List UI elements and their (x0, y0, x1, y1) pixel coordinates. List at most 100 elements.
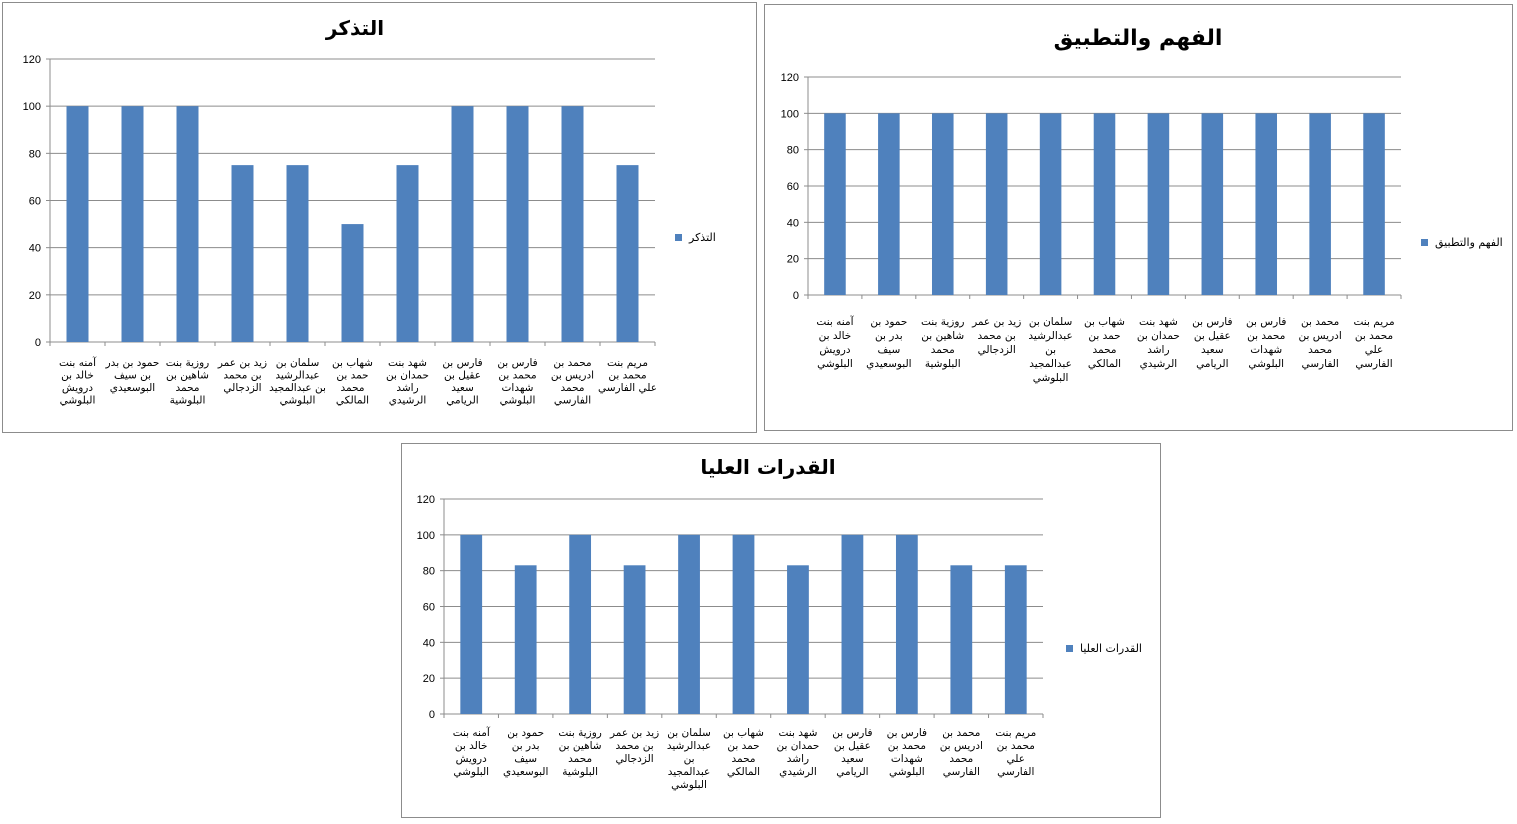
category-label: روزية بنت شاهين بن محمد البلوشية (166, 357, 210, 407)
category-label: شهد بنت حمدان بن راشد الرشيدي (1137, 316, 1180, 370)
category-label: حمود بن بدر بن سيف البوسعيدي (866, 316, 911, 370)
bar (341, 224, 364, 342)
category-label: محمد بن ادريس بن محمد الفارسي (551, 357, 594, 407)
chart-panel-higher-abilities: القدرات العليا 0 20 40 60 80 100 120 آمنه بنت خال… (401, 443, 1161, 818)
legend-label: التذكر (688, 231, 716, 244)
y-tick-label: 80 (423, 566, 435, 578)
y-tick-label: 0 (793, 290, 799, 302)
y-tick-label: 80 (29, 148, 41, 160)
category-label: مريم بنت محمد بن علي الفارسي (598, 357, 657, 394)
category-label: شهاب بن حمد بن محمد المالكي (332, 357, 373, 407)
bar (895, 534, 918, 714)
y-tick-label: 20 (423, 673, 435, 685)
y-tick-label: 20 (787, 254, 799, 266)
bar (396, 165, 419, 342)
bar (841, 534, 864, 714)
bar (950, 565, 973, 714)
bar (616, 165, 639, 342)
category-label: شهد بنت حمدان بن راشد الرشيدي (776, 727, 819, 778)
legend-label: القدرات العليا (1080, 642, 1142, 655)
bar (1093, 113, 1116, 295)
bar (66, 106, 89, 343)
y-tick-label: 80 (787, 145, 799, 157)
category-label: آمنه بنت خالد بن درويش البلوشي (816, 315, 854, 370)
category-label: مريم بنت محمد بن علي الفارسي (1354, 316, 1395, 370)
legend-swatch (1421, 239, 1428, 246)
y-tick-label: 40 (29, 243, 41, 255)
category-label: آمنه بنت خالد بن درويش البلوشي (59, 356, 97, 407)
y-tick-label: 100 (417, 530, 435, 542)
y-tick-label: 60 (29, 196, 41, 208)
bar (460, 534, 483, 714)
category-label: روزية بنت شاهين بن محمد البلوشية (558, 727, 602, 778)
y-tick-label: 120 (23, 54, 41, 66)
y-tick-label: 20 (29, 290, 41, 302)
chart-title: القدرات العليا (700, 455, 835, 479)
category-label: زيد بن عمر بن محمد الزدجالي (609, 727, 659, 765)
bar (231, 165, 254, 342)
bar (623, 565, 646, 714)
category-label: فارس بن عقيل بن سعيد الريامي (442, 357, 482, 407)
chart-title: التذكر (325, 16, 384, 40)
category-label: شهاب بن حمد بن محمد المالكي (1084, 316, 1125, 370)
bar (514, 565, 537, 714)
y-tick-label: 40 (423, 637, 435, 649)
y-tick-label: 100 (23, 101, 41, 113)
category-label: محمد بن ادريس بن محمد الفارسي (1299, 316, 1342, 370)
category-label: روزية بنت شاهين بن محمد البلوشية (921, 316, 965, 370)
bar (1363, 113, 1385, 295)
category-label: فارس بن محمد بن شهدات البلوشي (1246, 316, 1286, 370)
bar (1147, 113, 1170, 295)
bar (569, 534, 592, 714)
chart-higher-abilities: القدرات العليا 0 20 40 60 80 100 120 آمنه بنت خال… (417, 455, 1142, 791)
category-label: حمود بن بدر بن سيف البوسعيدي (503, 727, 548, 778)
category-label: زيد بن عمر بن محمد الزدجالي (217, 357, 267, 394)
bar (985, 113, 1008, 295)
chart-remembering: التذكر 0 20 40 60 80 100 120 آمنه بنت خالد بن دروي… (23, 16, 716, 407)
bar (878, 113, 900, 295)
category-label: فارس بن عقيل بن سعيد الريامي (1192, 316, 1232, 370)
bar (1255, 113, 1278, 295)
bar (678, 534, 700, 714)
bar (1201, 113, 1224, 295)
category-label: سلمان بن عبدالرشيد بن عبدالمجيد البلوشي (667, 727, 711, 791)
bar (176, 106, 199, 343)
category-label: مريم بنت محمد بن علي الفارسي (995, 727, 1036, 778)
chart-panel-understanding: الفهم والتطبيق 0 20 40 60 80 100 120 آمنه بنت خال… (764, 4, 1513, 431)
category-label: فارس بن عقيل بن سعيد الريامي (832, 727, 872, 778)
bar (931, 113, 954, 295)
bar (787, 565, 809, 714)
category-label: سلمان بن عبدالرشيد بن عبدالمجيد البلوشي (269, 357, 326, 407)
category-label: سلمان بن عبدالرشيد بن عبدالمجيد البلوشي (1028, 316, 1072, 384)
legend-label: الفهم والتطبيق (1435, 236, 1503, 250)
bar (824, 113, 846, 295)
y-tick-label: 40 (787, 217, 799, 229)
chart-understanding: الفهم والتطبيق 0 20 40 60 80 100 120 آمنه بنت خال… (781, 26, 1503, 384)
y-tick-label: 100 (781, 108, 799, 120)
legend-swatch (1066, 645, 1073, 652)
bar (1004, 565, 1027, 714)
category-label: فارس بن محمد بن شهدات البلوشي (497, 357, 537, 407)
bar (1309, 113, 1331, 295)
category-label: محمد بن ادريس بن محمد الفارسي (940, 727, 983, 778)
category-label: آمنه بنت خالد بن درويش البلوشي (453, 726, 491, 778)
category-label: شهد بنت حمدان بن راشد الرشيدي (386, 357, 429, 407)
bar (561, 106, 584, 343)
y-tick-label: 120 (781, 72, 799, 84)
y-tick-label: 60 (787, 181, 799, 193)
bar (451, 106, 474, 343)
bar (732, 534, 755, 714)
bar (286, 165, 309, 342)
bar (121, 106, 144, 343)
y-tick-label: 0 (429, 709, 435, 721)
legend-swatch (675, 234, 682, 241)
category-label: زيد بن عمر بن محمد الزدجالي (971, 316, 1021, 356)
category-label: شهاب بن حمد بن محمد المالكي (723, 727, 764, 778)
category-label: فارس بن محمد بن شهدات البلوشي (887, 727, 927, 778)
category-label: حمود بن بدر بن سيف البوسعيدي (105, 357, 160, 394)
y-tick-label: 60 (423, 602, 435, 614)
chart-panel-remembering: التذكر 0 20 40 60 80 100 120 آمنه بنت خالد بن دروي… (2, 2, 757, 433)
chart-title: الفهم والتطبيق (1054, 26, 1223, 51)
bar (1039, 113, 1062, 295)
y-tick-label: 0 (35, 337, 41, 349)
